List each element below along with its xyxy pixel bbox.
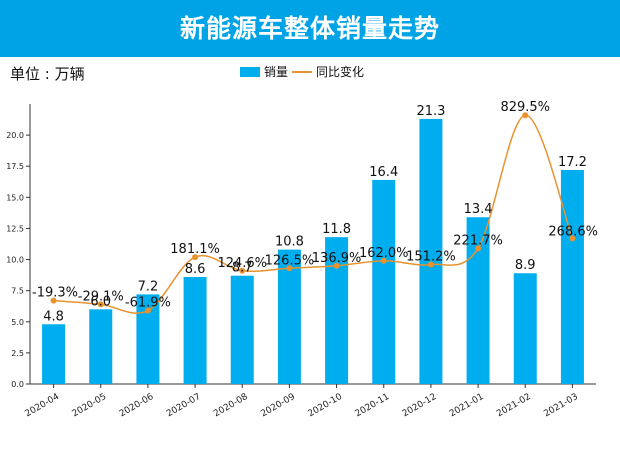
yoy-value-label: 829.5% (500, 100, 550, 115)
yoy-point (192, 254, 199, 261)
bar-value-label: 6.0 (90, 294, 111, 309)
x-tick-label: 2020-12 (401, 392, 439, 419)
legend-label-sales: 销量 (264, 65, 289, 79)
bar (230, 275, 254, 384)
yoy-value-label: -29.1% (78, 289, 124, 304)
legend-swatch-bar (240, 67, 260, 77)
yoy-point (380, 257, 387, 264)
yoy-value-label: 221.7% (453, 233, 503, 248)
unit-label: 单位 : 万辆 (10, 65, 85, 83)
x-tick-label: 2021-03 (542, 392, 580, 419)
bar-value-label: 7.2 (138, 279, 159, 294)
title-banner: 新能源车整体销量走势 (0, 0, 620, 57)
x-tick-label: 2021-01 (448, 392, 486, 419)
y-tick-label: 12.5 (6, 224, 24, 233)
yoy-point (286, 265, 293, 272)
bar-value-label: 13.4 (464, 202, 493, 217)
yoy-value-label: 151.2% (406, 250, 456, 265)
yoy-point (50, 297, 57, 304)
yoy-point (522, 112, 529, 119)
bar (513, 273, 537, 384)
bar-value-label: 10.8 (275, 235, 304, 250)
yoy-value-label: -61.9% (125, 296, 171, 311)
legend-label-yoy: 同比变化 (316, 65, 365, 79)
y-tick-label: 2.5 (11, 349, 24, 358)
yoy-point (475, 245, 482, 252)
legend: 销量 同比变化 (0, 63, 620, 81)
yoy-value-label: 124.6% (217, 256, 267, 271)
yoy-line (53, 114, 574, 314)
yoy-point (144, 307, 151, 314)
x-tick-label: 2020-04 (24, 392, 62, 420)
yoy-point (97, 301, 104, 308)
yoy-value-label: 126.5% (265, 253, 315, 268)
y-tick-label: 20.0 (6, 131, 24, 140)
bar (466, 217, 490, 384)
bar-value-label: 8.6 (185, 262, 206, 277)
bar-value-label: 21.3 (416, 104, 445, 119)
x-tick-label: 2020-10 (307, 392, 345, 420)
yoy-value-label: 162.0% (359, 246, 409, 261)
legend-swatch-line (292, 71, 312, 73)
bar (89, 309, 113, 384)
x-tick-label: 2020-07 (165, 392, 203, 419)
y-tick-label: 15.0 (6, 193, 24, 202)
yoy-point (569, 235, 576, 242)
bar-value-label: 11.8 (322, 222, 351, 237)
yoy-point (333, 262, 340, 269)
x-tick-label: 2020-06 (118, 392, 156, 420)
bar-value-label: 16.4 (369, 165, 398, 180)
bar (372, 179, 396, 384)
bar (136, 294, 160, 384)
yoy-value-label: 136.9% (312, 251, 362, 266)
y-tick-label: 5.0 (11, 318, 24, 327)
x-tick-label: 2021-02 (495, 392, 533, 419)
y-tick-label: 0.0 (11, 380, 24, 389)
yoy-value-label: 268.6% (548, 224, 598, 239)
bar (419, 118, 443, 384)
y-tick-label: 17.5 (6, 162, 24, 171)
yoy-value-label: -19.3% (32, 286, 78, 301)
bar-value-label: 17.2 (558, 155, 587, 170)
bar (325, 237, 349, 384)
bar (560, 169, 584, 384)
bar-value-label: 8.7 (232, 261, 253, 276)
bar (183, 276, 207, 384)
y-tick-label: 7.5 (11, 287, 24, 296)
bar-value-label: 8.9 (515, 258, 536, 273)
bar (277, 249, 301, 384)
y-tick-label: 10.0 (6, 256, 24, 265)
bar-value-label: 4.8 (43, 309, 64, 324)
yoy-point (427, 261, 434, 268)
yoy-point (239, 267, 246, 274)
x-tick-label: 2020-11 (354, 392, 392, 419)
x-tick-label: 2020-08 (212, 392, 250, 420)
x-tick-label: 2020-09 (259, 392, 297, 420)
bar (42, 324, 66, 384)
chart-title: 新能源车整体销量走势 (179, 14, 440, 43)
yoy-value-label: 181.1% (170, 242, 220, 257)
x-tick-label: 2020-05 (71, 392, 109, 419)
